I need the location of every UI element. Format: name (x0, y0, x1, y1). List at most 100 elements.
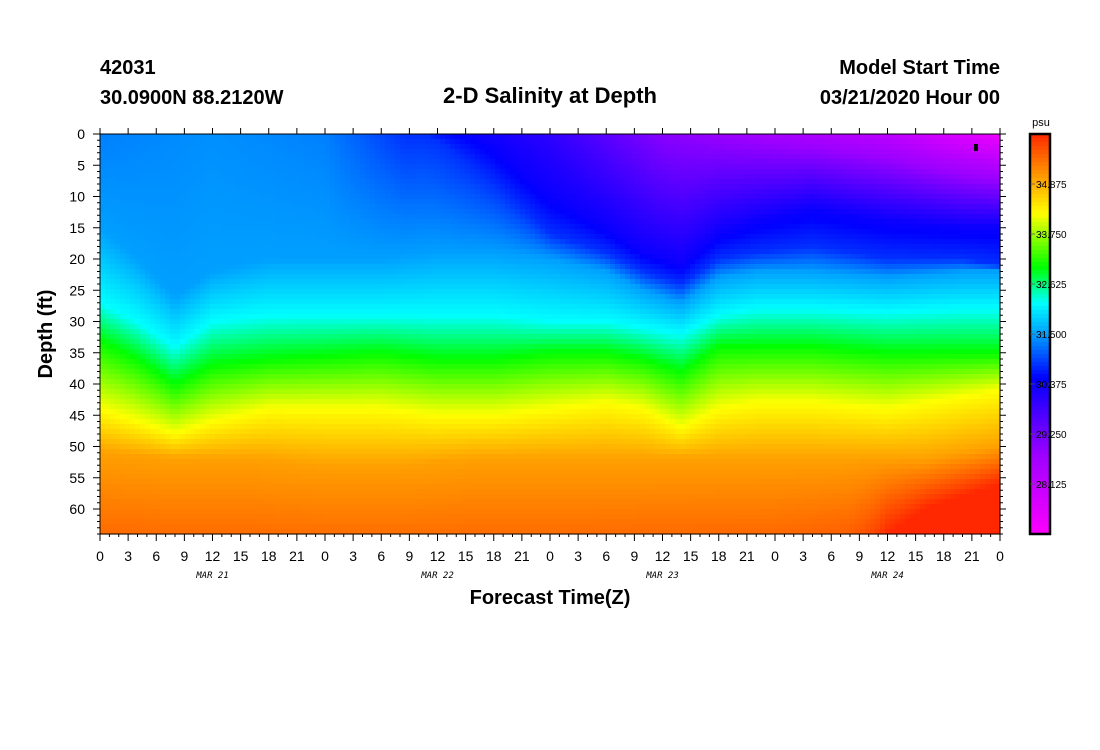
heatmap-cell (250, 294, 256, 300)
heatmap-cell (250, 334, 256, 340)
heatmap-cell (190, 269, 196, 275)
heatmap-cell (270, 479, 276, 485)
heatmap-cell (210, 374, 216, 380)
heatmap-cell (360, 529, 366, 535)
heatmap-cell (345, 424, 351, 430)
heatmap-cell (160, 169, 166, 175)
heatmap-cell (350, 279, 356, 285)
heatmap-cell (220, 299, 226, 305)
heatmap-cell (130, 139, 136, 145)
heatmap-cell (375, 409, 381, 415)
heatmap-cell (295, 164, 301, 170)
heatmap-cell (380, 174, 386, 180)
heatmap-cell (300, 394, 306, 400)
heatmap-cell (205, 294, 211, 300)
heatmap-cell (365, 339, 371, 345)
heatmap-cell (125, 214, 131, 220)
heatmap-cell (200, 284, 206, 290)
heatmap-cell (330, 524, 336, 530)
heatmap-cell (115, 509, 121, 515)
heatmap-cell (160, 354, 166, 360)
heatmap-cell (225, 359, 231, 365)
heatmap-cell (385, 419, 391, 425)
heatmap-cell (245, 319, 251, 325)
heatmap-cell (340, 419, 346, 425)
heatmap-cell (270, 169, 276, 175)
heatmap-cell (265, 254, 271, 260)
heatmap-cell (380, 264, 386, 270)
heatmap-cell (130, 444, 136, 450)
heatmap-cell (260, 349, 266, 355)
heatmap-cell (285, 509, 291, 515)
heatmap-cell (240, 224, 246, 230)
heatmap-cell (405, 264, 411, 270)
heatmap-cell (170, 269, 176, 275)
heatmap-cell (320, 434, 326, 440)
heatmap-cell (380, 279, 386, 285)
heatmap-cell (255, 514, 261, 520)
heatmap-cell (355, 379, 361, 385)
heatmap-cell (340, 329, 346, 335)
heatmap-cell (115, 264, 121, 270)
heatmap-cell (325, 259, 331, 265)
heatmap-cell (235, 204, 241, 210)
heatmap-cell (125, 479, 131, 485)
heatmap-cell (120, 329, 126, 335)
heatmap-cell (385, 249, 391, 255)
heatmap-cell (265, 189, 271, 195)
heatmap-cell (225, 289, 231, 295)
heatmap-cell (100, 374, 106, 380)
heatmap-cell (290, 459, 296, 465)
heatmap-cell (350, 269, 356, 275)
heatmap-cell (345, 429, 351, 435)
heatmap-cell (190, 399, 196, 405)
heatmap-cell (145, 149, 151, 155)
heatmap-cell (350, 144, 356, 150)
heatmap-cell (155, 324, 161, 330)
heatmap-cell (280, 344, 286, 350)
heatmap-cell (110, 244, 116, 250)
heatmap-cell (380, 314, 386, 320)
heatmap-cell (315, 234, 321, 240)
heatmap-cell (210, 209, 216, 215)
heatmap-cell (200, 339, 206, 345)
heatmap-cell (160, 509, 166, 515)
heatmap-cell (345, 439, 351, 445)
heatmap-cell (365, 199, 371, 205)
heatmap-cell (310, 259, 316, 265)
heatmap-cell (120, 354, 126, 360)
heatmap-cell (110, 404, 116, 410)
heatmap-cell (315, 184, 321, 190)
heatmap-cell (270, 289, 276, 295)
heatmap-cell (380, 404, 386, 410)
heatmap-cell (390, 209, 396, 215)
heatmap-cell (230, 494, 236, 500)
heatmap-cell (255, 374, 261, 380)
heatmap-cell (105, 429, 111, 435)
heatmap-cell (380, 214, 386, 220)
heatmap-cell (180, 409, 186, 415)
heatmap-cell (160, 454, 166, 460)
heatmap-cell (270, 439, 276, 445)
heatmap-cell (405, 169, 411, 175)
heatmap-cell (200, 289, 206, 295)
heatmap-cell (255, 169, 261, 175)
heatmap-cell (385, 289, 391, 295)
heatmap-cell (160, 424, 166, 430)
heatmap-cell (270, 239, 276, 245)
heatmap-cell (110, 134, 116, 140)
heatmap-cell (305, 439, 311, 445)
heatmap-cell (330, 394, 336, 400)
heatmap-cell (295, 204, 301, 210)
heatmap-cell (360, 469, 366, 475)
heatmap-cell (365, 289, 371, 295)
heatmap-cell (405, 379, 411, 385)
heatmap-cell (300, 149, 306, 155)
heatmap-cell (300, 399, 306, 405)
heatmap-cell (220, 374, 226, 380)
heatmap-cell (165, 469, 171, 475)
heatmap-cell (105, 194, 111, 200)
heatmap-cell (155, 159, 161, 165)
heatmap-cell (370, 164, 376, 170)
heatmap-cell (275, 139, 281, 145)
